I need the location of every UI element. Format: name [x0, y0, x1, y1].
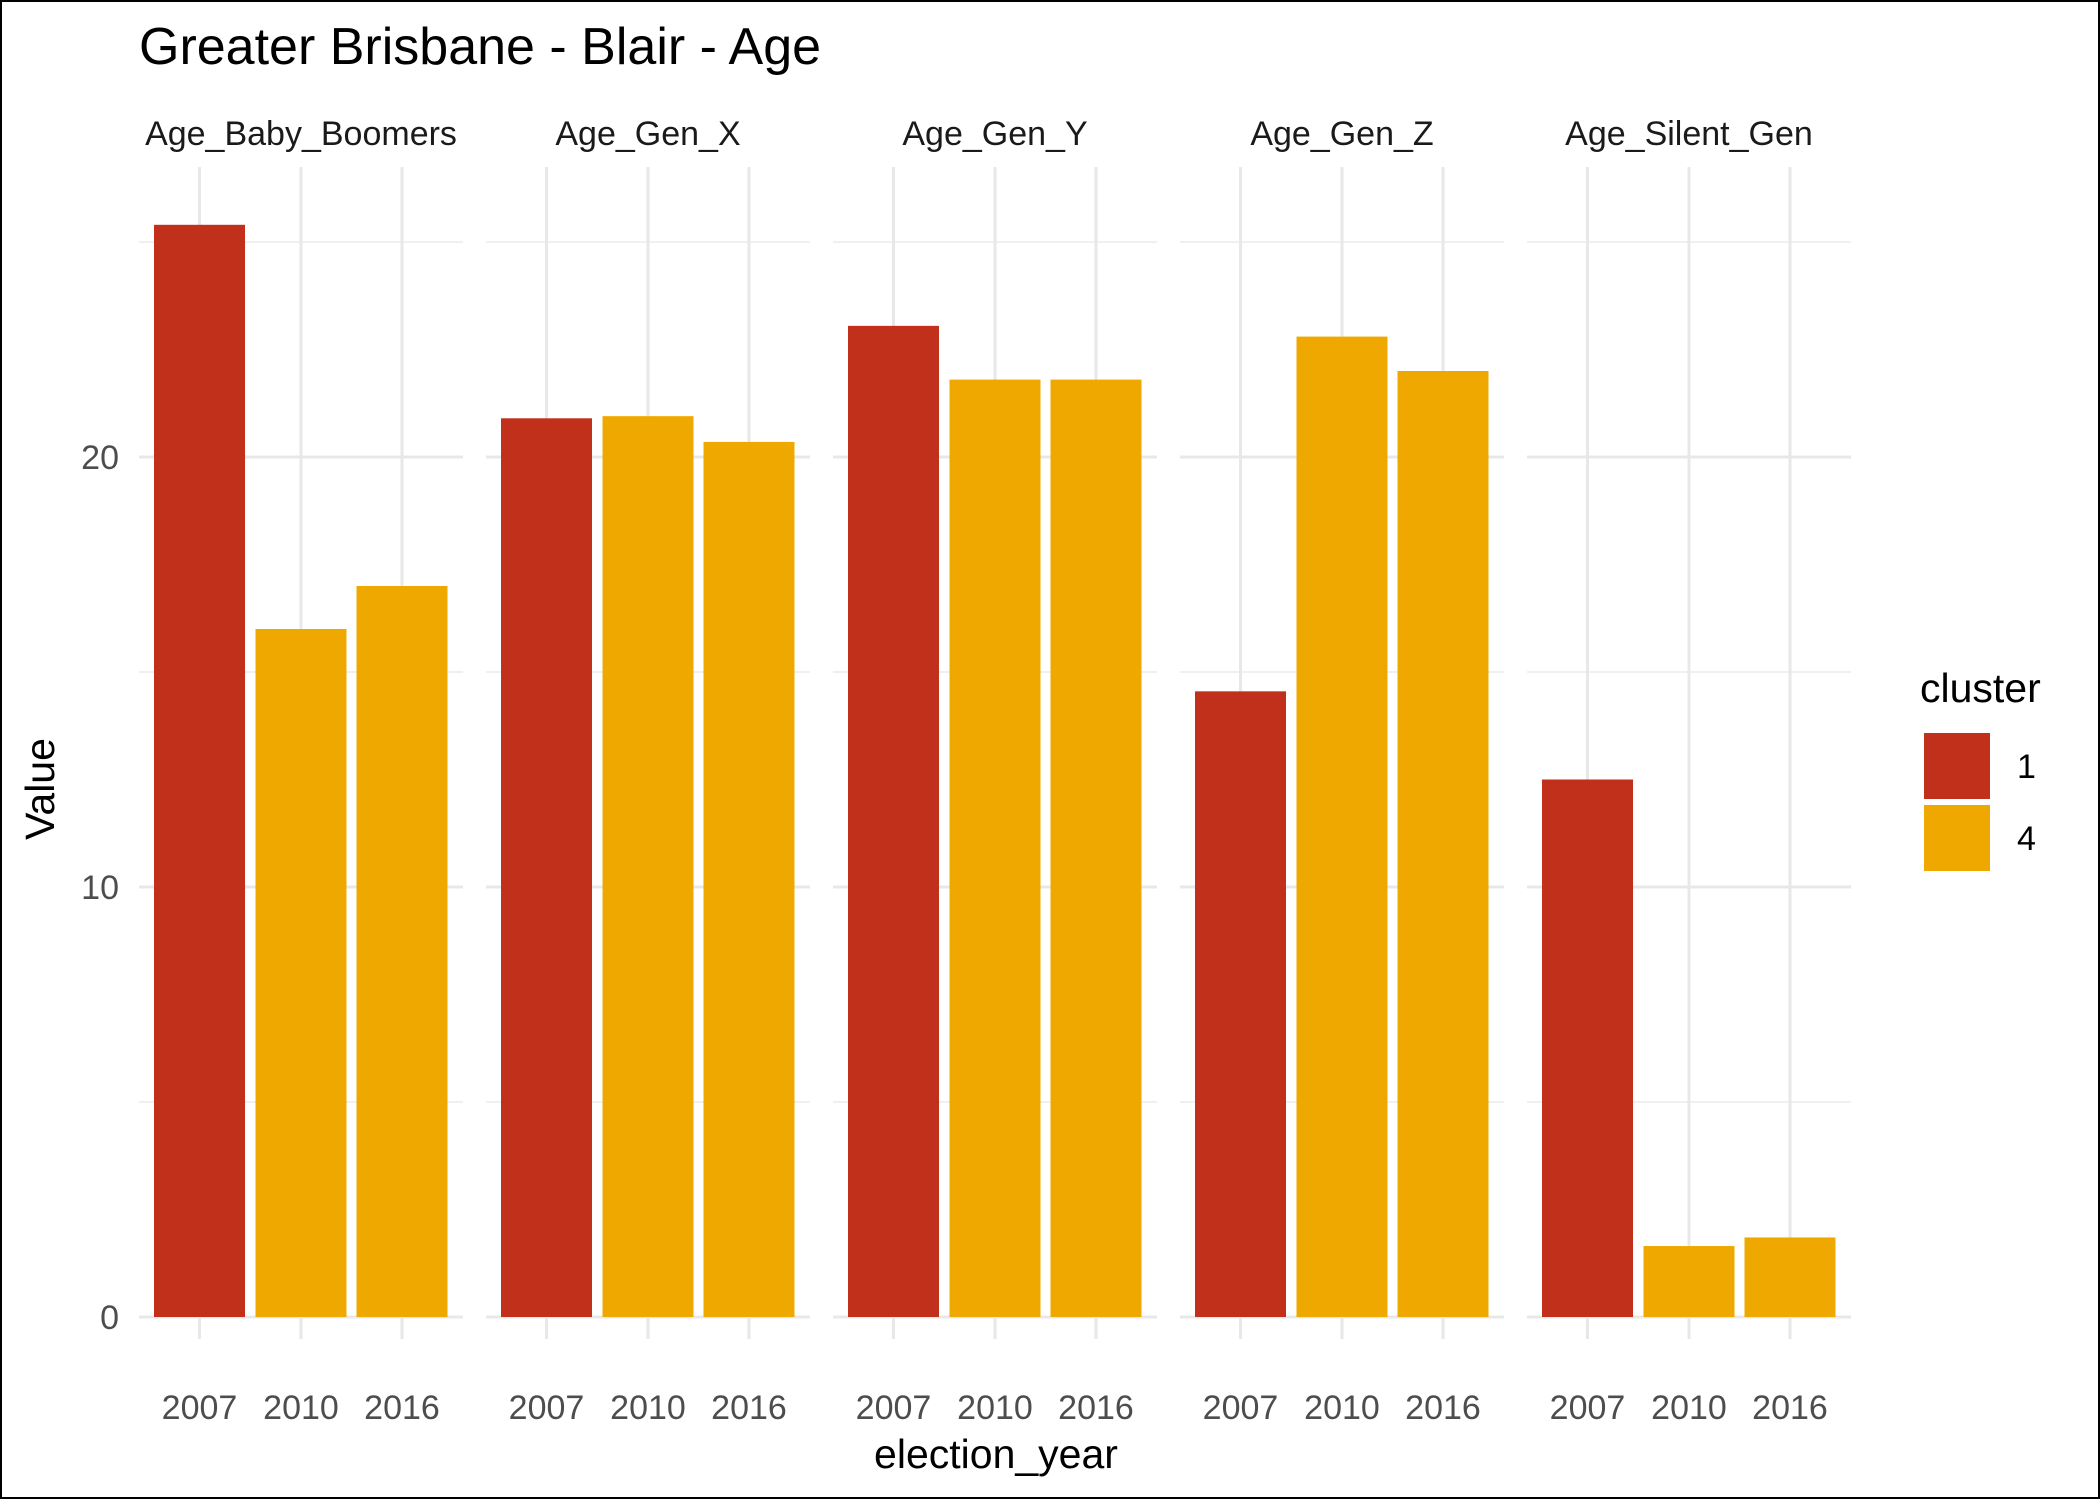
bar [154, 224, 245, 1317]
y-tick-label: 0 [100, 1299, 119, 1337]
x-tick-label: 2007 [162, 1389, 238, 1427]
x-tick-label: 2010 [1651, 1389, 1727, 1427]
x-tick-label: 2010 [957, 1389, 1033, 1427]
legend: cluster 1 4 [1920, 665, 2041, 871]
x-tick-label: 2016 [1058, 1389, 1134, 1427]
x-axis-title: election_year [874, 1431, 1118, 1477]
bar-layer [154, 224, 1836, 1318]
facet-label: Age_Silent_Gen [1565, 115, 1813, 153]
legend-title: cluster [1920, 665, 2041, 711]
bar [1195, 691, 1286, 1317]
text-layer: Greater Brisbane - Blair - Age election_… [17, 18, 1828, 1477]
facet-label: Age_Gen_Z [1250, 115, 1433, 153]
chart-title: Greater Brisbane - Blair - Age [139, 18, 821, 76]
bar [1744, 1237, 1836, 1317]
y-tick-label: 20 [81, 439, 119, 477]
bar [703, 441, 795, 1317]
x-tick-label: 2016 [1405, 1389, 1481, 1427]
x-tick-label: 2007 [509, 1389, 585, 1427]
facet-label: Age_Baby_Boomers [145, 115, 457, 153]
legend-label: 1 [2017, 748, 2036, 786]
bar [949, 379, 1041, 1318]
x-tick-label: 2016 [364, 1389, 440, 1427]
bar [848, 325, 939, 1318]
y-tick-label: 10 [81, 869, 119, 907]
x-tick-label: 2007 [856, 1389, 932, 1427]
facet-label: Age_Gen_X [555, 115, 740, 153]
x-tick-label: 2016 [711, 1389, 787, 1427]
x-tick-label: 2010 [263, 1389, 339, 1427]
bar [255, 629, 347, 1317]
x-tick-label: 2016 [1752, 1389, 1828, 1427]
facet-label: Age_Gen_Y [902, 115, 1087, 153]
bar [1643, 1246, 1735, 1317]
legend-label: 4 [2017, 820, 2036, 858]
bar [1397, 371, 1489, 1317]
x-tick-label: 2007 [1550, 1389, 1626, 1427]
legend-key [1924, 733, 1990, 799]
bar [1542, 779, 1633, 1317]
x-tick-label: 2010 [1304, 1389, 1380, 1427]
bar [1050, 379, 1142, 1318]
bar [356, 586, 448, 1317]
x-tick-label: 2010 [610, 1389, 686, 1427]
x-tick-label: 2007 [1203, 1389, 1279, 1427]
bar [602, 416, 694, 1317]
legend-key [1924, 805, 1990, 871]
bar [1296, 336, 1388, 1318]
y-axis-title: Value [17, 738, 63, 840]
bar [501, 418, 592, 1317]
